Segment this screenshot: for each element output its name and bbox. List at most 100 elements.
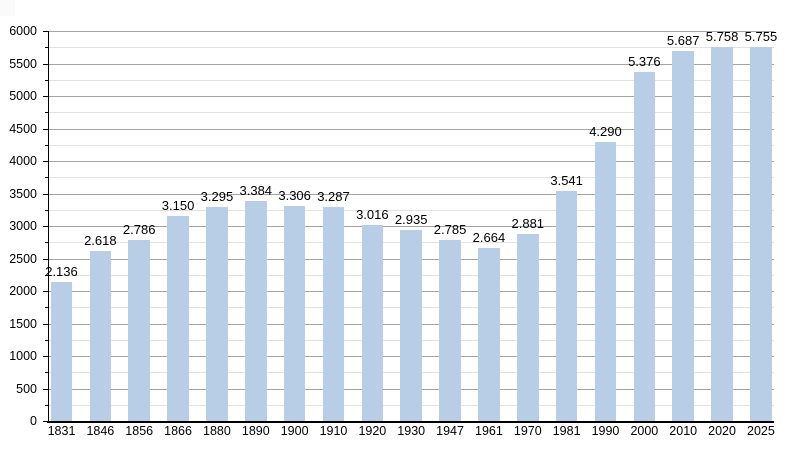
y-tick-major (42, 258, 48, 260)
y-axis-line (47, 31, 49, 421)
bar-1910 (322, 207, 345, 421)
x-tick-label: 1990 (591, 424, 620, 438)
y-tick-major (42, 226, 48, 227)
y-tick-label: 500 (16, 381, 37, 396)
bar-value-label: 3.295 (200, 188, 234, 204)
x-tick-label: 1910 (319, 424, 348, 438)
x-tick-label: 1947 (436, 424, 464, 438)
bar-1866 (167, 216, 189, 421)
y-tick-major (42, 63, 48, 65)
y-tick-major (42, 421, 48, 422)
bar-1890 (245, 201, 267, 421)
y-tick-minor (44, 242, 48, 244)
bar-value-label: 3.541 (550, 172, 583, 188)
bar-value-label: 5.376 (628, 53, 661, 69)
y-tick-major (42, 31, 48, 32)
x-tick-label: 1961 (475, 424, 503, 438)
x-tick-label: 2025 (747, 424, 775, 438)
y-tick-label: 3000 (9, 219, 37, 233)
x-tick-label: 2020 (708, 424, 736, 438)
x-tick-label: 2000 (630, 424, 659, 438)
bar-1846 (89, 250, 112, 421)
bar-1880 (206, 206, 228, 421)
x-tick-label: 1880 (203, 424, 231, 438)
gridline-major (49, 193, 774, 195)
y-tick-major (42, 128, 48, 130)
bar-2025 (750, 46, 772, 421)
bar-1990 (594, 142, 617, 421)
y-tick-major (42, 96, 48, 97)
y-tick-label: 3500 (9, 186, 37, 201)
y-tick-minor (44, 79, 48, 81)
bar-value-label: 2.618 (84, 232, 117, 248)
bar-value-label: 3.287 (317, 189, 350, 205)
bar-1947 (439, 239, 461, 421)
x-tick-label: 1970 (513, 424, 542, 438)
y-tick-minor (44, 144, 48, 146)
y-tick-label: 2000 (9, 284, 37, 298)
x-tick-label: 1930 (397, 424, 426, 438)
gridline-major (49, 31, 774, 32)
y-tick-label: 1000 (9, 349, 37, 363)
x-tick-label: 1900 (280, 424, 309, 438)
bar-1961 (478, 247, 500, 421)
bar-value-label: 3.150 (161, 198, 195, 214)
x-tick-label: 1866 (164, 424, 192, 438)
bar-1920 (361, 224, 384, 421)
y-tick-major (42, 323, 48, 325)
bar-value-label: 2.881 (511, 215, 545, 231)
bar-value-label: 2.785 (433, 221, 467, 237)
bar-1981 (555, 190, 578, 421)
x-tick-label: 1831 (47, 424, 76, 438)
y-tick-major (42, 291, 48, 292)
x-tick-label: 1920 (358, 424, 387, 438)
plot-area: 0 500 1000 1500 2000 2500 3000 3500 4000 4500 5000… (9, 24, 777, 438)
y-tick-label: 4000 (9, 154, 37, 168)
bar-value-label: 3.384 (239, 183, 273, 199)
x-tick-label: 2010 (669, 424, 698, 438)
x-axis-line (47, 421, 774, 423)
y-tick-minor (44, 339, 48, 341)
bar-value-label: 2.786 (122, 221, 156, 237)
gridline-minor (49, 79, 774, 81)
bar-value-label: 5.755 (744, 28, 778, 44)
y-tick-major (42, 388, 48, 390)
bar-value-label: 3.016 (356, 206, 389, 222)
bar-value-label: 2.935 (394, 212, 428, 228)
bar-value-label: 5.758 (705, 28, 739, 44)
y-tick-minor (44, 177, 48, 179)
y-tick-label: 1500 (9, 316, 37, 331)
gridline-minor (49, 209, 774, 211)
y-tick-label: 6000 (9, 24, 37, 38)
bar-value-label: 5.687 (666, 33, 700, 49)
y-tick-label: 5000 (9, 89, 37, 103)
bar-2020 (711, 46, 733, 421)
gridline-major (49, 161, 774, 162)
bar-2010 (672, 51, 694, 421)
bar-value-label: 3.306 (278, 188, 311, 204)
x-tick-label: 1981 (552, 424, 581, 438)
y-tick-minor (44, 372, 48, 374)
x-tick-label: 1890 (241, 424, 270, 438)
gridline-major (49, 128, 774, 130)
y-tick-minor (44, 307, 48, 309)
bar-value-label: 2.664 (472, 229, 506, 245)
y-tick-minor (44, 404, 48, 406)
bar-1856 (128, 239, 150, 421)
bar-1930 (400, 230, 422, 421)
gridline-minor (49, 177, 774, 179)
gridline-major (49, 63, 774, 65)
bar-value-label: 2.136 (45, 264, 78, 280)
y-tick-label: 4500 (9, 121, 37, 136)
bar-1900 (283, 206, 306, 421)
y-tick-minor (44, 47, 48, 49)
y-tick-minor (44, 274, 48, 276)
y-tick-minor (44, 209, 48, 211)
x-tick-label: 1846 (86, 424, 115, 438)
corner-artifact (0, 0, 15, 16)
y-tick-label: 0 (30, 414, 37, 428)
gridline-minor (49, 47, 774, 49)
y-tick-label: 5500 (9, 56, 37, 71)
bar-1831 (50, 282, 73, 421)
